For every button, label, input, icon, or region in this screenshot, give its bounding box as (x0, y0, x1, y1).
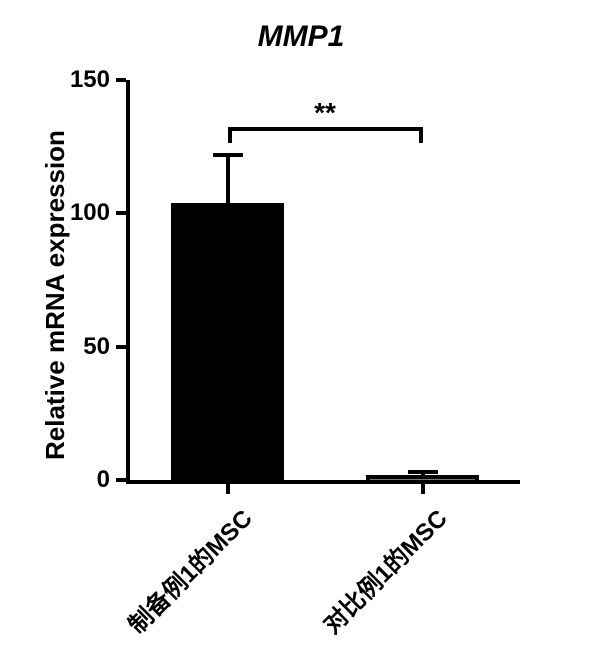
mmp1-bar-chart: MMP1 Relative mRNA expression 050100150制… (0, 0, 602, 658)
y-tick-label: 100 (30, 199, 110, 227)
significance-bracket (228, 127, 232, 143)
y-tick (116, 78, 126, 82)
x-tick (226, 484, 230, 494)
error-bar (226, 155, 230, 203)
x-tick (421, 484, 425, 494)
y-tick (116, 345, 126, 349)
y-axis-label: Relative mRNA expression (40, 130, 71, 460)
y-tick-label: 50 (30, 333, 110, 361)
chart-title: MMP1 (0, 20, 602, 54)
x-tick-label: 制备例1的MSC (118, 500, 258, 640)
plot-area: 050100150制备例1的MSC对比例1的MSC** (130, 80, 520, 480)
x-axis (126, 480, 520, 484)
significance-bracket (419, 127, 423, 143)
bar (366, 475, 479, 480)
error-cap (213, 153, 243, 157)
bar (171, 203, 284, 480)
y-tick-label: 150 (30, 66, 110, 94)
y-tick (116, 478, 126, 482)
error-cap (408, 470, 438, 474)
y-tick (116, 211, 126, 215)
y-tick-label: 0 (30, 466, 110, 494)
significance-label: ** (305, 97, 345, 129)
y-axis (126, 80, 130, 484)
x-tick-label: 对比例1的MSC (313, 500, 453, 640)
